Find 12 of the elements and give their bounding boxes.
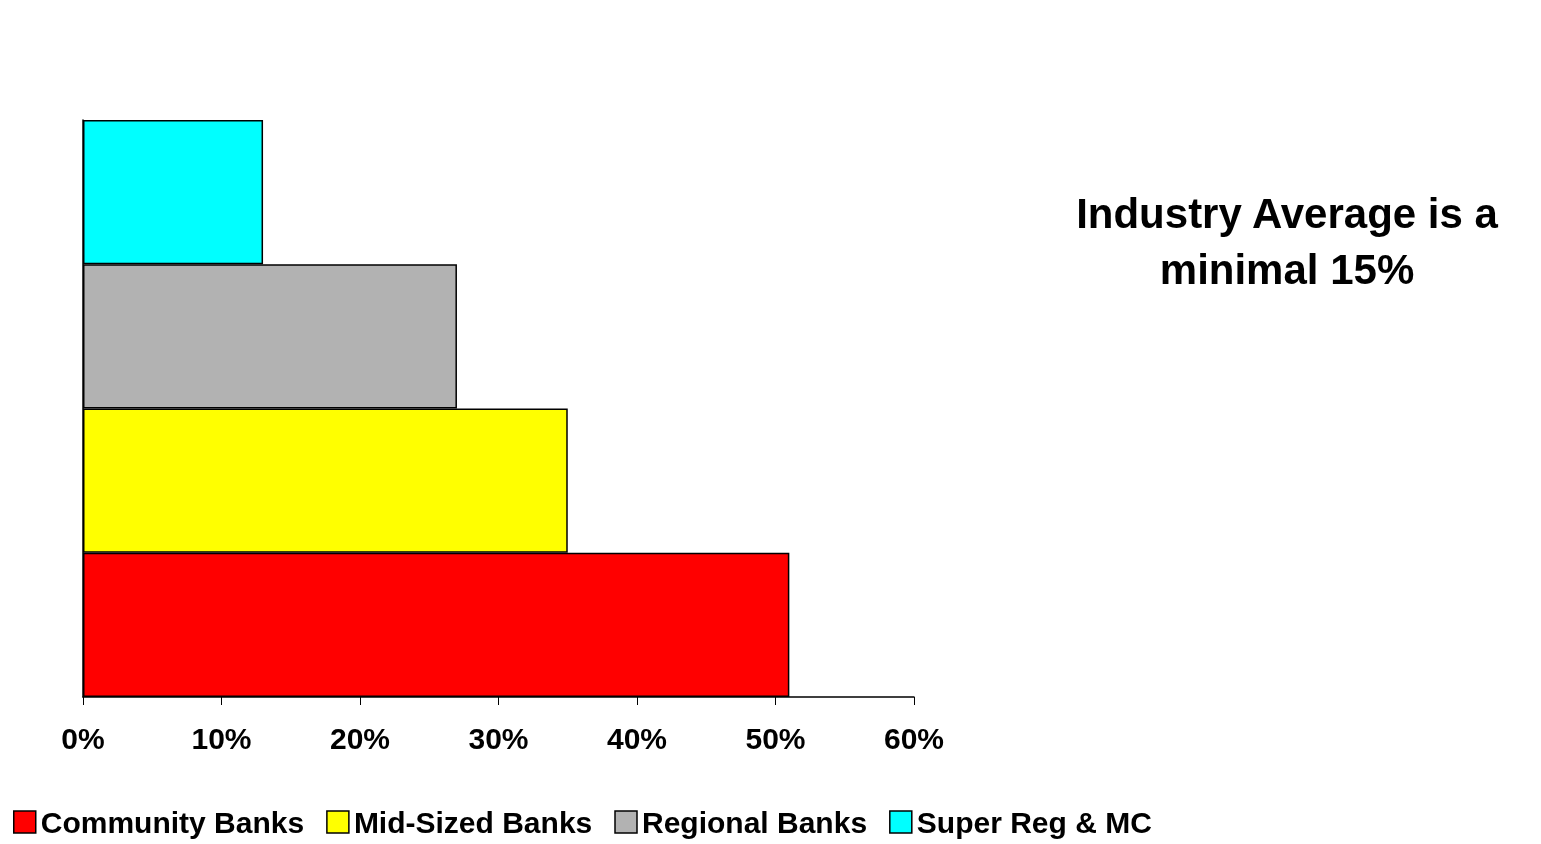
x-tick-label: 50% <box>745 721 806 755</box>
x-tick-label: 0% <box>61 721 105 755</box>
x-tick-label: 60% <box>883 721 945 755</box>
x-tick-label: 30% <box>468 721 529 755</box>
x-tick-label: 10% <box>191 721 252 755</box>
x-tick-label: 20% <box>329 721 391 755</box>
legend-label: Mid-Sized Banks <box>353 805 593 839</box>
legend-label: Super Reg & MC <box>916 805 1152 839</box>
text: Industry Average is a minimal 15% <box>1076 189 1499 293</box>
legend-label: Regional Banks <box>642 805 868 839</box>
x-tick-label: 40% <box>606 721 668 755</box>
legend-label: Community Banks <box>40 805 305 839</box>
